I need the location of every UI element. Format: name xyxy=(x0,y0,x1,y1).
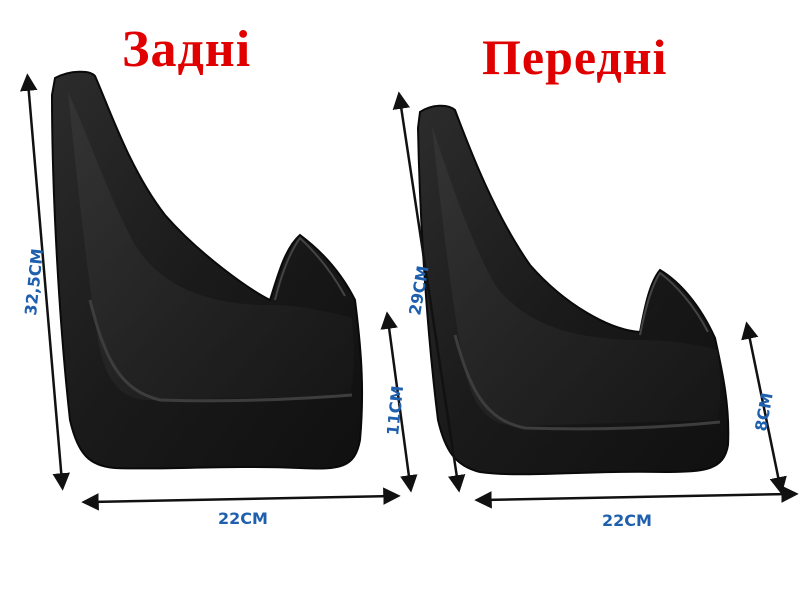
rear-height-arrow xyxy=(20,73,70,491)
front-height-arrow xyxy=(392,91,466,493)
front-short-height-label: 8СМ xyxy=(751,391,776,433)
rear-width-arrow xyxy=(81,487,401,511)
rear-mudflap xyxy=(50,70,364,470)
front-short-height-arrow xyxy=(741,321,787,495)
rear-title: Задні xyxy=(122,21,252,78)
front-mudflap xyxy=(416,104,730,476)
rear-width-label: 22СМ xyxy=(218,509,268,528)
rear-height-label: 32,5СМ xyxy=(21,248,47,317)
front-width-label: 22СМ xyxy=(602,511,652,530)
front-title: Передні xyxy=(482,29,668,85)
front-width-arrow xyxy=(474,485,799,509)
